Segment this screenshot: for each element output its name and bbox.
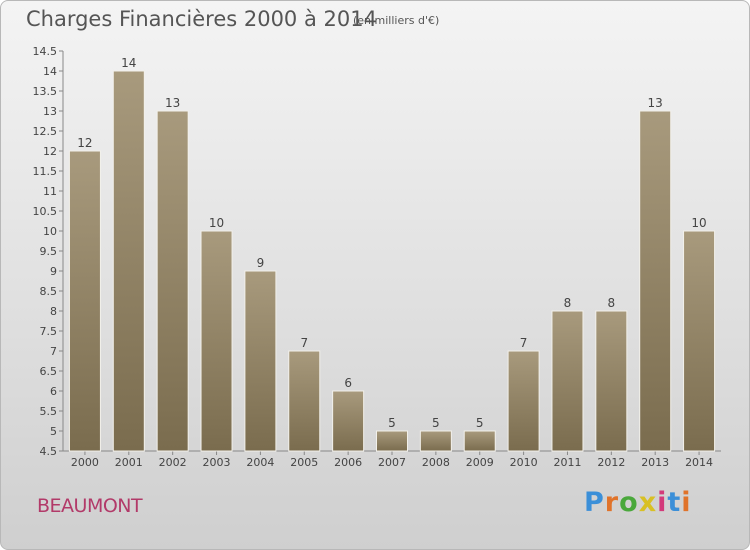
bar-2014	[683, 230, 716, 452]
y-tick-label: 6.5	[40, 365, 58, 378]
y-tick-label: 13.5	[33, 85, 58, 98]
chart-subtitle: (en milliers d'€)	[353, 14, 440, 27]
y-tick-label: 11.5	[33, 165, 58, 178]
bar-2013	[639, 110, 672, 452]
x-tick-label-2013: 2013	[641, 456, 669, 469]
logo-letter: x	[638, 487, 658, 518]
y-tick-label: 9.5	[40, 245, 58, 258]
y-tick-label: 5.5	[40, 405, 58, 418]
bar-2007	[376, 430, 408, 452]
labels: 2000 12 2001 14 2002 13 2003 10 2004 9 2005 7 2006 6 2…	[71, 56, 713, 469]
bar-2008	[419, 430, 452, 452]
commune-name: BEAUMONT	[37, 495, 143, 517]
x-tick-label-2005: 2005	[290, 456, 318, 469]
y-tick-label: 10	[43, 225, 57, 238]
x-tick-label-2009: 2009	[466, 456, 494, 469]
y-tick-label: 13	[43, 105, 57, 118]
y-tick-label: 12.5	[33, 125, 58, 138]
y-tick-label: 10.5	[33, 205, 58, 218]
chart-title: Charges Financières 2000 à 2014	[26, 7, 377, 31]
data-label-2012: 8	[608, 296, 616, 310]
y-tick-label: 7	[50, 345, 57, 358]
logo-letter: i	[681, 487, 692, 518]
x-tick-label-2002: 2002	[159, 456, 187, 469]
data-label-2002: 13	[165, 96, 180, 110]
bar-2002	[156, 110, 189, 452]
y-tick-label: 12	[43, 145, 57, 158]
y-tick-label: 11	[43, 185, 57, 198]
bars	[68, 70, 716, 452]
data-label-2006: 6	[344, 376, 352, 390]
data-label-2008: 5	[432, 416, 440, 430]
bar-2012	[595, 310, 628, 452]
bar-2011	[551, 310, 584, 452]
data-label-2004: 9	[257, 256, 265, 270]
y-tick-label: 8.5	[40, 285, 58, 298]
data-label-2014: 10	[691, 216, 706, 230]
bar-2005	[288, 350, 321, 452]
data-label-2000: 12	[77, 136, 92, 150]
y-tick-label: 14.5	[33, 45, 58, 58]
x-tick-label-2000: 2000	[71, 456, 99, 469]
x-tick-label-2001: 2001	[115, 456, 143, 469]
y-tick-label: 14	[43, 65, 57, 78]
x-tick-label-2003: 2003	[203, 456, 231, 469]
data-label-2001: 14	[121, 56, 136, 70]
data-label-2007: 5	[388, 416, 396, 430]
bar-2006	[332, 390, 365, 452]
axes: 4.5 5 5.5 6 6.5 7 7.5 8 8.5 9 9.5 10 10.5 11 11.5 12 12.…	[33, 45, 721, 458]
logo-letter: t	[667, 487, 682, 518]
logo-letter: o	[619, 487, 639, 518]
x-tick-label-2008: 2008	[422, 456, 450, 469]
x-tick-label-2014: 2014	[685, 456, 713, 469]
bar-2003	[200, 230, 233, 452]
data-label-2011: 8	[564, 296, 572, 310]
bar-2001	[112, 70, 145, 452]
data-label-2010: 7	[520, 336, 528, 350]
bar-2009	[463, 430, 496, 452]
x-tick-label-2011: 2011	[553, 456, 581, 469]
logo-letter: P	[584, 487, 605, 518]
y-tick-label: 9	[50, 265, 57, 278]
x-tick-label-2004: 2004	[246, 456, 274, 469]
proxiti-logo[interactable]: Proxiti	[584, 487, 692, 518]
y-tick-label: 5	[50, 425, 57, 438]
x-tick-label-2010: 2010	[510, 456, 538, 469]
y-tick-label: 4.5	[40, 445, 58, 458]
x-tick-label-2007: 2007	[378, 456, 406, 469]
y-tick-label: 7.5	[40, 325, 58, 338]
y-tick-label: 6	[50, 385, 57, 398]
data-label-2005: 7	[300, 336, 308, 350]
logo-letter: r	[604, 487, 620, 518]
x-tick-label-2006: 2006	[334, 456, 362, 469]
data-label-2003: 10	[209, 216, 224, 230]
logo-letter: i	[657, 487, 668, 518]
bar-2004	[244, 270, 277, 452]
bar-2010	[507, 350, 540, 452]
data-label-2009: 5	[476, 416, 484, 430]
bar-2000	[68, 150, 101, 452]
data-label-2013: 13	[648, 96, 663, 110]
x-tick-label-2012: 2012	[597, 456, 625, 469]
y-tick-label: 8	[50, 305, 57, 318]
